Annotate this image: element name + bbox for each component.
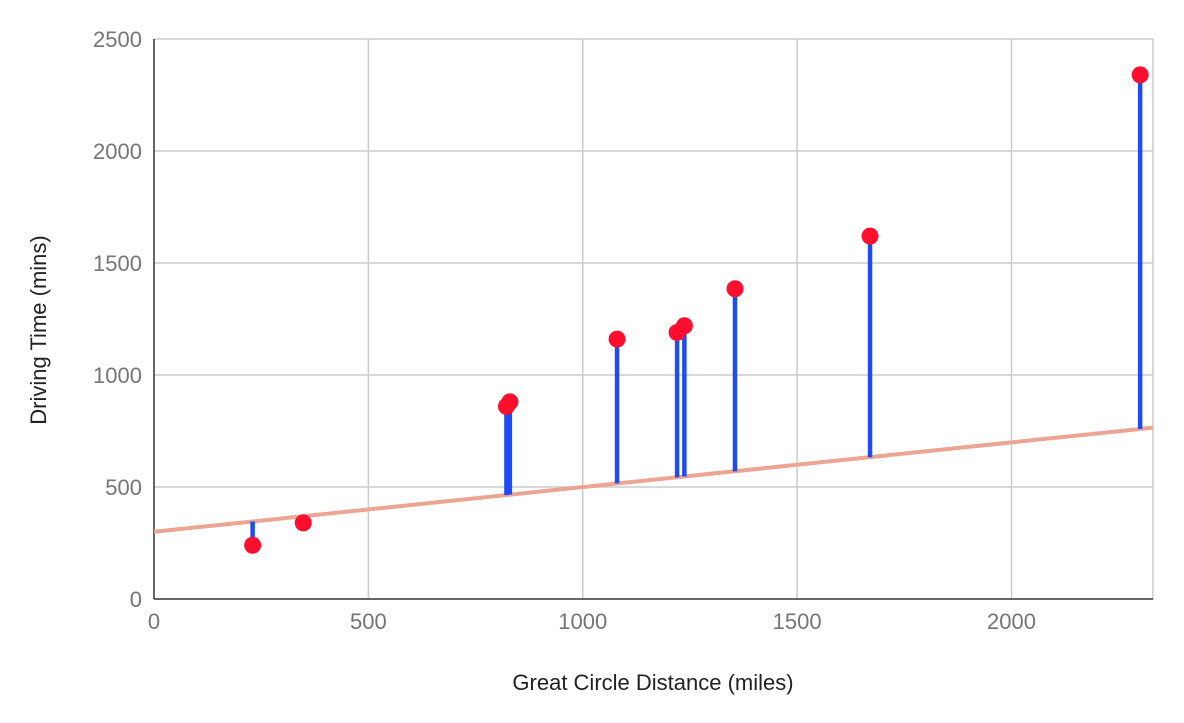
y-tick-label: 2000 [93, 139, 142, 164]
tick-labels: 0 500 1000 1500 2000 2500 0 500 1000 1500 2000 [93, 27, 1036, 634]
y-tick-label: 1500 [93, 251, 142, 276]
data-point [1131, 66, 1149, 84]
x-tick-label: 1500 [773, 609, 822, 634]
data-points [244, 66, 1149, 554]
x-tick-label: 500 [350, 609, 387, 634]
data-point [501, 393, 519, 411]
y-axis-title: Driving Time (mins) [26, 235, 51, 424]
y-tick-label: 2500 [93, 27, 142, 52]
x-tick-label: 0 [148, 609, 160, 634]
data-point [244, 536, 262, 554]
trendline-layer [153, 425, 1154, 534]
residual-lines [250, 74, 1143, 546]
x-axis-title: Great Circle Distance (miles) [512, 670, 793, 695]
axes [153, 39, 1153, 600]
data-point [294, 514, 312, 532]
y-tick-label: 500 [105, 475, 142, 500]
data-point [675, 317, 693, 335]
x-tick-label: 1000 [558, 609, 607, 634]
x-tick-label: 2000 [987, 609, 1036, 634]
grid [154, 38, 1154, 599]
data-point [861, 227, 879, 245]
data-point [726, 280, 744, 298]
trendline [153, 425, 1154, 534]
y-tick-label: 0 [130, 587, 142, 612]
data-point [608, 330, 626, 348]
y-tick-label: 1000 [93, 363, 142, 388]
